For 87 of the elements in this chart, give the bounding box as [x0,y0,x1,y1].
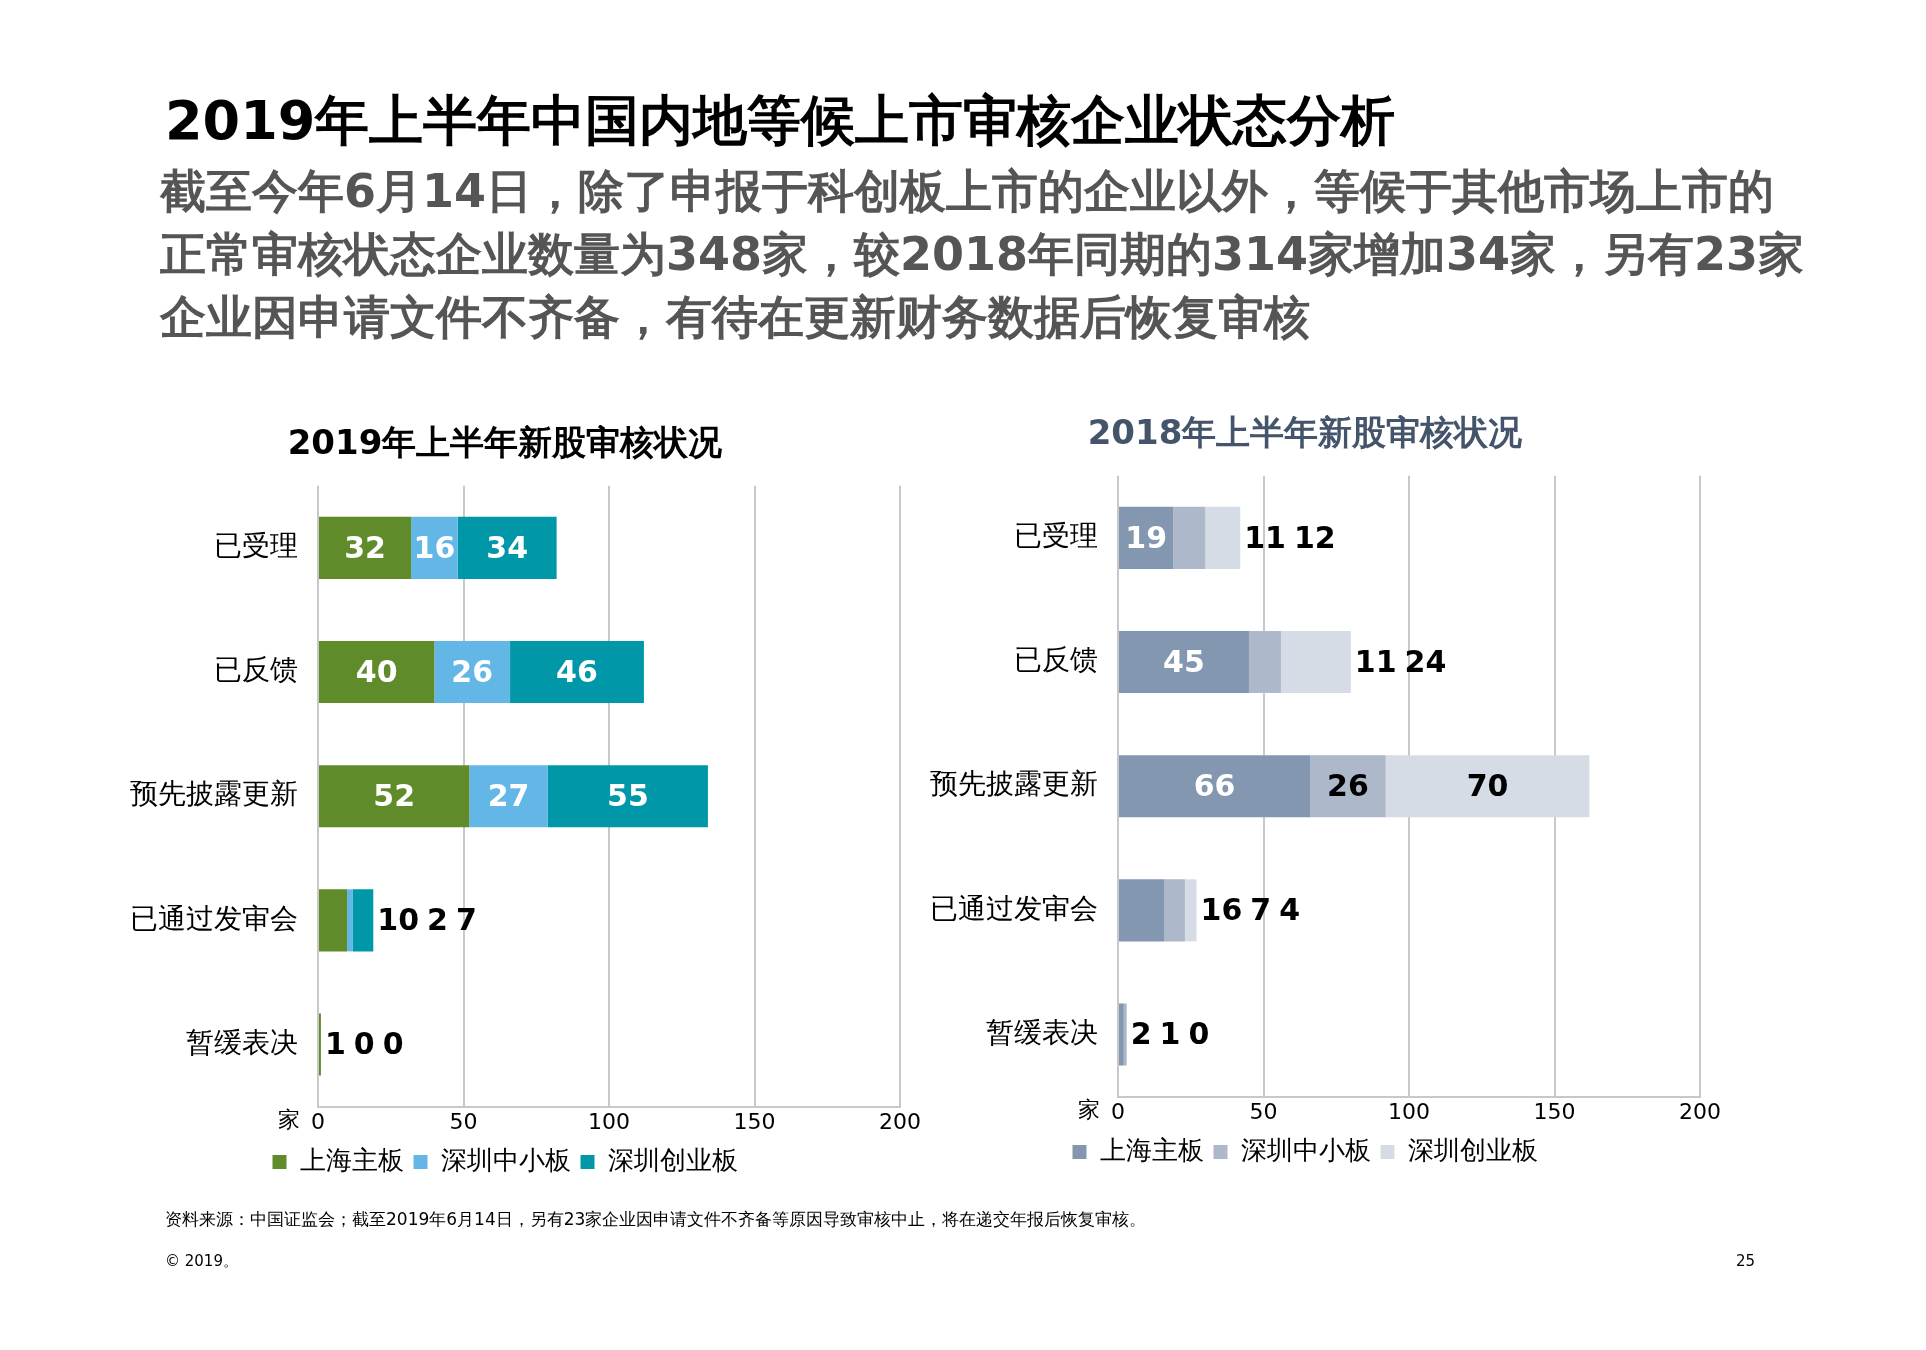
bar [1280,631,1351,694]
bar [1119,879,1165,942]
data-label: 45 [1163,643,1205,679]
bar [319,765,470,828]
data-label: 7 [455,902,477,938]
y-tick-label: 预先披露更新 [130,777,298,811]
data-label: 26 [1327,768,1369,803]
data-label: 70 [1466,768,1509,803]
data-label: 32 [344,529,386,565]
text: 25 [1736,1252,1756,1270]
x-axis-title: 家 [278,1107,300,1133]
x-tick-label: 150 [1533,1098,1576,1124]
y-tick-label: 预先披露更新 [930,767,1098,801]
data-label: 2 [1130,1016,1152,1052]
y-tick-label: 已反馈 [214,653,298,687]
data-label: 40 [355,653,398,689]
data-label: 24 [1404,643,1447,679]
data-label: 34 [486,529,529,565]
x-tick-label: 150 [733,1108,776,1134]
bar [319,641,435,704]
data-label: 0 [353,1026,375,1062]
data-label: 7 [1250,892,1272,928]
x-tick-label: 50 [449,1108,478,1134]
chart-title: 2018年上半年新股审核状况 [1087,412,1524,453]
y-tick-label: 已受理 [214,529,298,563]
x-tick-label: 100 [1388,1098,1430,1124]
x-axis-title: 家 [1078,1097,1100,1123]
y-tick-label: 暂缓表决 [986,1015,1098,1049]
x-tick-label: 100 [588,1108,630,1134]
y-tick-label: 已通过发审会 [130,901,298,935]
bar [510,641,644,704]
bar [319,889,348,952]
data-label: 19 [1125,519,1168,555]
data-label: 52 [373,778,416,813]
bar [457,516,557,579]
data-label: 16 [1200,892,1243,928]
data-label: 12 [1293,519,1336,555]
data-label: 1 [324,1026,346,1062]
data-label: 10 [377,902,420,938]
y-tick-label: 已反馈 [1014,643,1098,677]
bar [1119,755,1311,818]
legend-label: 深圳创业板 [1407,1134,1538,1165]
bar [1205,506,1241,569]
bar [1184,879,1197,942]
data-label: 16 [413,529,456,565]
y-tick-label: 暂缓表决 [186,1025,298,1059]
text: © 2019。 [165,1252,238,1271]
data-label: 0 [382,1026,404,1062]
data-label: 55 [607,778,649,813]
chart-title: 2019年上半年新股审核状况 [287,422,724,463]
x-tick-label: 0 [311,1108,325,1134]
x-tick-label: 0 [1111,1098,1125,1124]
data-label: 4 [1279,892,1301,928]
data-label: 66 [1193,768,1236,803]
text: 截至今年6月14日，除了申报于科创板上市的企业以外，等候于其他市场上市的正常审核状态企业数量为348家，较2018年同期的314家增加34家，另有23家企业因申请文件不齐备，有待在更新财务数据后恢复审核 [160,163,1806,346]
bar [1385,755,1590,818]
legend-label: 深圳中小板 [440,1144,571,1175]
y-tick-label: 已受理 [1014,519,1098,553]
bar [1119,631,1249,694]
data-label: 1 [1159,1016,1181,1052]
data-label: 46 [556,653,598,689]
bar [1164,879,1185,942]
x-tick-label: 200 [879,1108,921,1134]
data-label: 2 [427,902,448,938]
text: 2019年上半年中国内地等候上市审核企业状态分析 [165,88,1396,154]
bar [1119,1003,1124,1066]
bar [347,889,353,952]
data-label: 0 [1188,1016,1210,1052]
bar [1173,506,1206,569]
x-tick-label: 200 [1679,1098,1721,1124]
bar [1248,631,1281,694]
legend-label: 深圳创业板 [607,1144,738,1175]
legend-label: 上海主板 [1099,1134,1204,1165]
y-tick-label: 已通过发审会 [930,891,1098,925]
bar [1123,1003,1127,1066]
legend-label: 深圳中小板 [1240,1134,1371,1165]
legend-label: 上海主板 [299,1144,404,1175]
data-label: 11 [1244,519,1286,555]
bar [352,889,374,952]
x-tick-label: 50 [1249,1098,1278,1124]
data-label: 27 [487,778,530,813]
bar [547,765,708,828]
bar [319,516,412,579]
data-label: 26 [451,653,494,689]
text: 资料来源：中国证监会；截至2019年6月14日，另有23家企业因申请文件不齐备等原因导致审核中止，将在递交年报后恢复审核。 [165,1208,1147,1231]
data-label: 11 [1354,643,1397,679]
bar [469,765,548,828]
